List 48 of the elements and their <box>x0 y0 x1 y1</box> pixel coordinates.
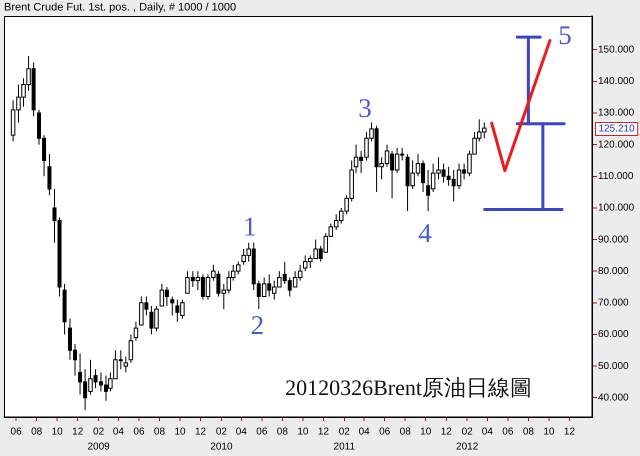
annotation: 3 <box>358 93 372 124</box>
x-tick-label: 10 <box>420 426 432 438</box>
annotation: 20120326Brent原油日線圖 <box>285 375 532 400</box>
y-tick-label: 90.000 <box>598 234 630 246</box>
x-tick-label: 02 2009 <box>87 426 110 452</box>
x-tick-label: 06 <box>10 426 22 438</box>
x-tick-label: 12 <box>564 426 576 438</box>
x-tick-label: 04 <box>358 426 370 438</box>
x-tick-label: 02 2011 <box>334 426 356 452</box>
annotation: 4 <box>418 218 432 248</box>
x-tick-label: 06 <box>502 426 514 438</box>
x-tick-label: 04 <box>236 426 248 438</box>
x-tick-label: 08 <box>154 426 166 438</box>
x-tick-label: 06 <box>133 426 145 438</box>
x-tick-label: 06 <box>256 426 268 438</box>
chart-title: Brent Crude Fut. 1st. pos. , Daily, # 1000 / 1000 <box>4 2 236 14</box>
x-tick-label: 08 <box>400 426 412 438</box>
y-tick-label: 150.000 <box>598 44 635 56</box>
x-tick-label: 10 <box>174 426 186 438</box>
y-tick-label: 70.000 <box>598 298 630 309</box>
y-tick-label: 130.000 <box>598 108 635 119</box>
y-tick-label: 140.000 <box>598 76 635 88</box>
x-tick-label: 08 <box>276 426 288 438</box>
y-tick-label: 50.000 <box>598 360 630 372</box>
annotation: 2 <box>250 310 264 340</box>
x-tick-label: 10 <box>297 426 309 438</box>
x-tick-label: 12 <box>440 426 452 438</box>
x-tick-label: 10 <box>543 426 555 438</box>
x-tick-label: 08 <box>31 426 43 438</box>
x-tick-label: 12 <box>318 426 330 438</box>
y-tick-label: 60.000 <box>598 329 630 340</box>
x-tick-label: 08 <box>522 426 534 438</box>
annotation: 1 <box>243 211 257 242</box>
x-tick-label: 02 2012 <box>456 426 479 452</box>
x-tick-label: 12 <box>72 426 84 438</box>
text: 125.210 <box>598 123 636 134</box>
y-tick-label: 110.000 <box>598 171 634 182</box>
x-tick-label: 06 <box>379 426 391 438</box>
y-tick-label: 80.000 <box>598 266 630 277</box>
x-tick-label: 02 2010 <box>210 426 233 452</box>
x-tick-label: 04 <box>482 426 494 438</box>
x-tick-label: 04 <box>112 426 124 438</box>
y-tick-label: 40.000 <box>598 392 630 404</box>
annotation: 5 <box>558 20 572 50</box>
y-tick-label: 120.000 <box>598 139 635 150</box>
y-tick-label: 100.000 <box>598 202 635 214</box>
x-tick-label: 10 <box>52 426 64 438</box>
x-tick-label: 12 <box>195 426 207 438</box>
